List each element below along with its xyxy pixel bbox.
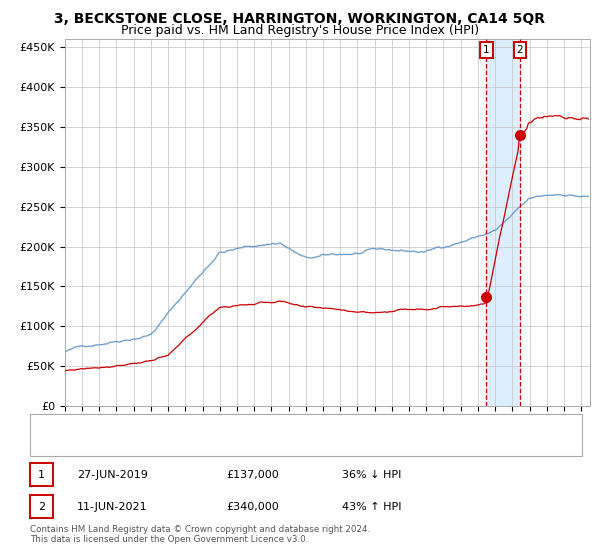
Text: Contains HM Land Registry data © Crown copyright and database right 2024.
This d: Contains HM Land Registry data © Crown c… [30,525,370,544]
Text: Price paid vs. HM Land Registry's House Price Index (HPI): Price paid vs. HM Land Registry's House … [121,24,479,36]
FancyBboxPatch shape [30,463,53,486]
Text: 2: 2 [517,45,523,55]
Text: 3, BECKSTONE CLOSE, HARRINGTON, WORKINGTON, CA14 5QR (detached house): 3, BECKSTONE CLOSE, HARRINGTON, WORKINGT… [71,421,457,430]
Text: 1: 1 [483,45,490,55]
Text: 1: 1 [38,470,45,480]
FancyBboxPatch shape [30,414,582,456]
Text: 3, BECKSTONE CLOSE, HARRINGTON, WORKINGTON, CA14 5QR: 3, BECKSTONE CLOSE, HARRINGTON, WORKINGT… [55,12,545,26]
Text: 43% ↑ HPI: 43% ↑ HPI [342,502,401,512]
Text: 27-JUN-2019: 27-JUN-2019 [77,470,148,480]
FancyBboxPatch shape [30,495,53,519]
Text: £340,000: £340,000 [226,502,279,512]
Text: 2: 2 [38,502,45,512]
Bar [487,39,520,406]
Text: 11-JUN-2021: 11-JUN-2021 [77,502,148,512]
Text: £137,000: £137,000 [226,470,279,480]
Text: HPI: Average price, detached house, Cumberland: HPI: Average price, detached house, Cumb… [71,440,305,450]
Text: 36% ↓ HPI: 36% ↓ HPI [342,470,401,480]
